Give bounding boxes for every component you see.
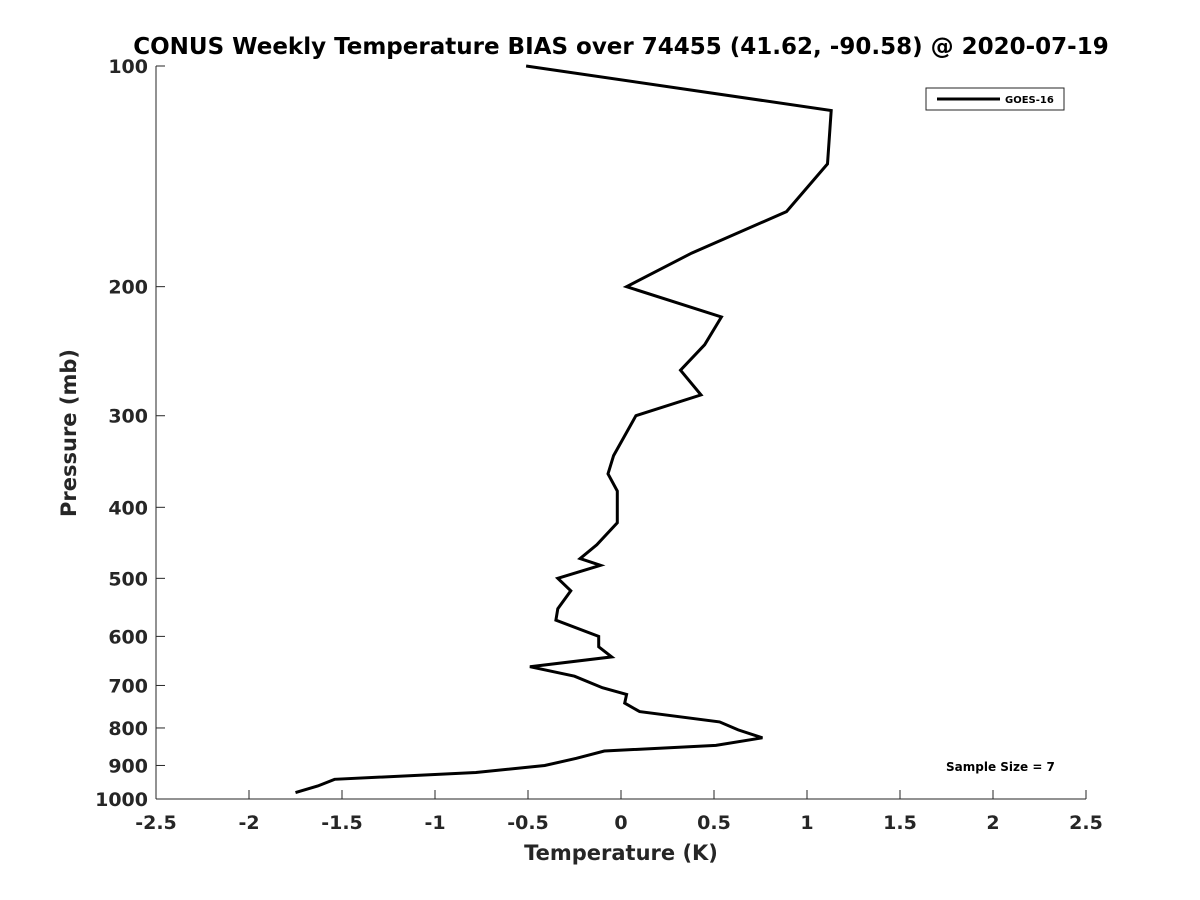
x-tick-label: 1.5 (883, 812, 917, 834)
x-tick-label: -1 (424, 812, 445, 834)
y-tick-label: 800 (108, 718, 148, 740)
x-tick-label: 2 (986, 812, 999, 834)
x-tick-label: -2.5 (135, 812, 177, 834)
y-tick-label: 300 (108, 406, 148, 428)
y-tick-label: 200 (108, 277, 148, 299)
series-line-goes-16 (295, 64, 833, 795)
chart-title: CONUS Weekly Temperature BIAS over 74455… (133, 34, 1108, 60)
x-tick-label: 0 (614, 812, 627, 834)
y-axis-label: Pressure (mb) (57, 349, 81, 517)
y-tick-label: 100 (108, 56, 148, 78)
legend-label-goes-16: GOES-16 (1005, 95, 1054, 106)
x-axis-label: Temperature (K) (524, 841, 718, 865)
x-tick-label: 2.5 (1069, 812, 1103, 834)
y-tick-label: 700 (108, 675, 148, 697)
y-axis-ticks: 100 200 300 400 500 600 700 800 900 1000 (95, 56, 165, 811)
x-tick-label: -0.5 (507, 812, 549, 834)
y-tick-label: 600 (108, 626, 148, 648)
legend: GOES-16 (925, 87, 1065, 111)
y-tick-label: 900 (108, 755, 148, 777)
x-tick-label: -2 (238, 812, 259, 834)
x-axis-ticks: -2.5 -2 -1.5 -1 -0.5 0 0.5 1 1.5 2 2.5 (135, 790, 1103, 834)
y-tick-label: 400 (108, 497, 148, 519)
x-tick-label: -1.5 (321, 812, 363, 834)
y-tick-label: 1000 (95, 789, 148, 811)
x-tick-label: 1 (800, 812, 813, 834)
y-tick-label: 500 (108, 568, 148, 590)
series-layer (295, 64, 833, 795)
sample-size-note: Sample Size = 7 (946, 760, 1055, 774)
x-tick-label: 0.5 (697, 812, 731, 834)
